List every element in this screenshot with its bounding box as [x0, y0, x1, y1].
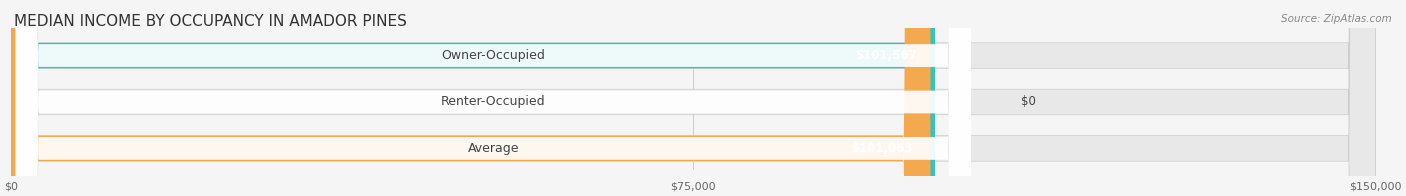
FancyBboxPatch shape: [11, 0, 931, 196]
FancyBboxPatch shape: [15, 0, 970, 196]
FancyBboxPatch shape: [11, 0, 1375, 196]
FancyBboxPatch shape: [15, 0, 970, 196]
Text: $0: $0: [1021, 95, 1036, 108]
Text: Source: ZipAtlas.com: Source: ZipAtlas.com: [1281, 14, 1392, 24]
FancyBboxPatch shape: [15, 0, 970, 196]
Text: MEDIAN INCOME BY OCCUPANCY IN AMADOR PINES: MEDIAN INCOME BY OCCUPANCY IN AMADOR PIN…: [14, 14, 406, 29]
Text: Average: Average: [468, 142, 519, 155]
Text: $101,063: $101,063: [851, 142, 912, 155]
FancyBboxPatch shape: [11, 0, 935, 196]
Text: Renter-Occupied: Renter-Occupied: [441, 95, 546, 108]
Text: $101,567: $101,567: [855, 49, 917, 62]
Text: Owner-Occupied: Owner-Occupied: [441, 49, 546, 62]
FancyBboxPatch shape: [11, 0, 1375, 196]
FancyBboxPatch shape: [11, 0, 1375, 196]
